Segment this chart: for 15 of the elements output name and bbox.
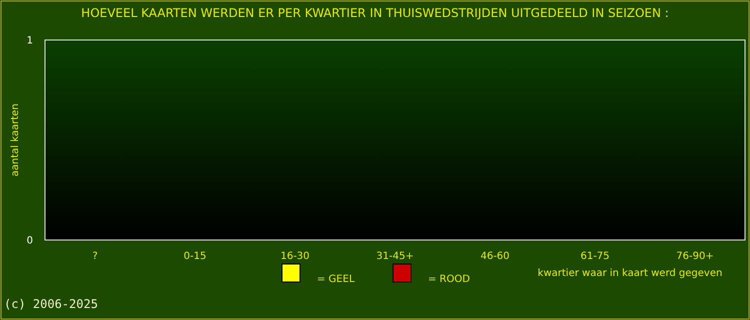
- x-tick-label: 46-60: [480, 251, 510, 262]
- x-tick-label: 76-90+: [676, 251, 714, 262]
- x-tick-label: 0-15: [184, 251, 206, 262]
- y-axis-title: aantal kaarten: [10, 104, 21, 176]
- y-tick-label: 1: [26, 36, 33, 46]
- x-tick-label: 16-30: [280, 251, 310, 262]
- x-tick-label: 31-45+: [376, 251, 414, 262]
- chart-title: HOEVEEL KAARTEN WERDEN ER PER KWARTIER IN THUISWEDSTRIJDEN UITGEDEELD IN SEIZOEN :: [81, 6, 669, 20]
- legend-label: = ROOD: [428, 274, 470, 285]
- x-axis-title: kwartier waar in kaart werd gegeven: [538, 268, 722, 279]
- y-tick-label: 0: [26, 236, 33, 246]
- text: (c) 2006-2025: [4, 297, 98, 311]
- legend-label: = GEEL: [317, 274, 355, 285]
- x-tick-label: ?: [92, 251, 98, 262]
- x-tick-label: 61-75: [580, 251, 610, 262]
